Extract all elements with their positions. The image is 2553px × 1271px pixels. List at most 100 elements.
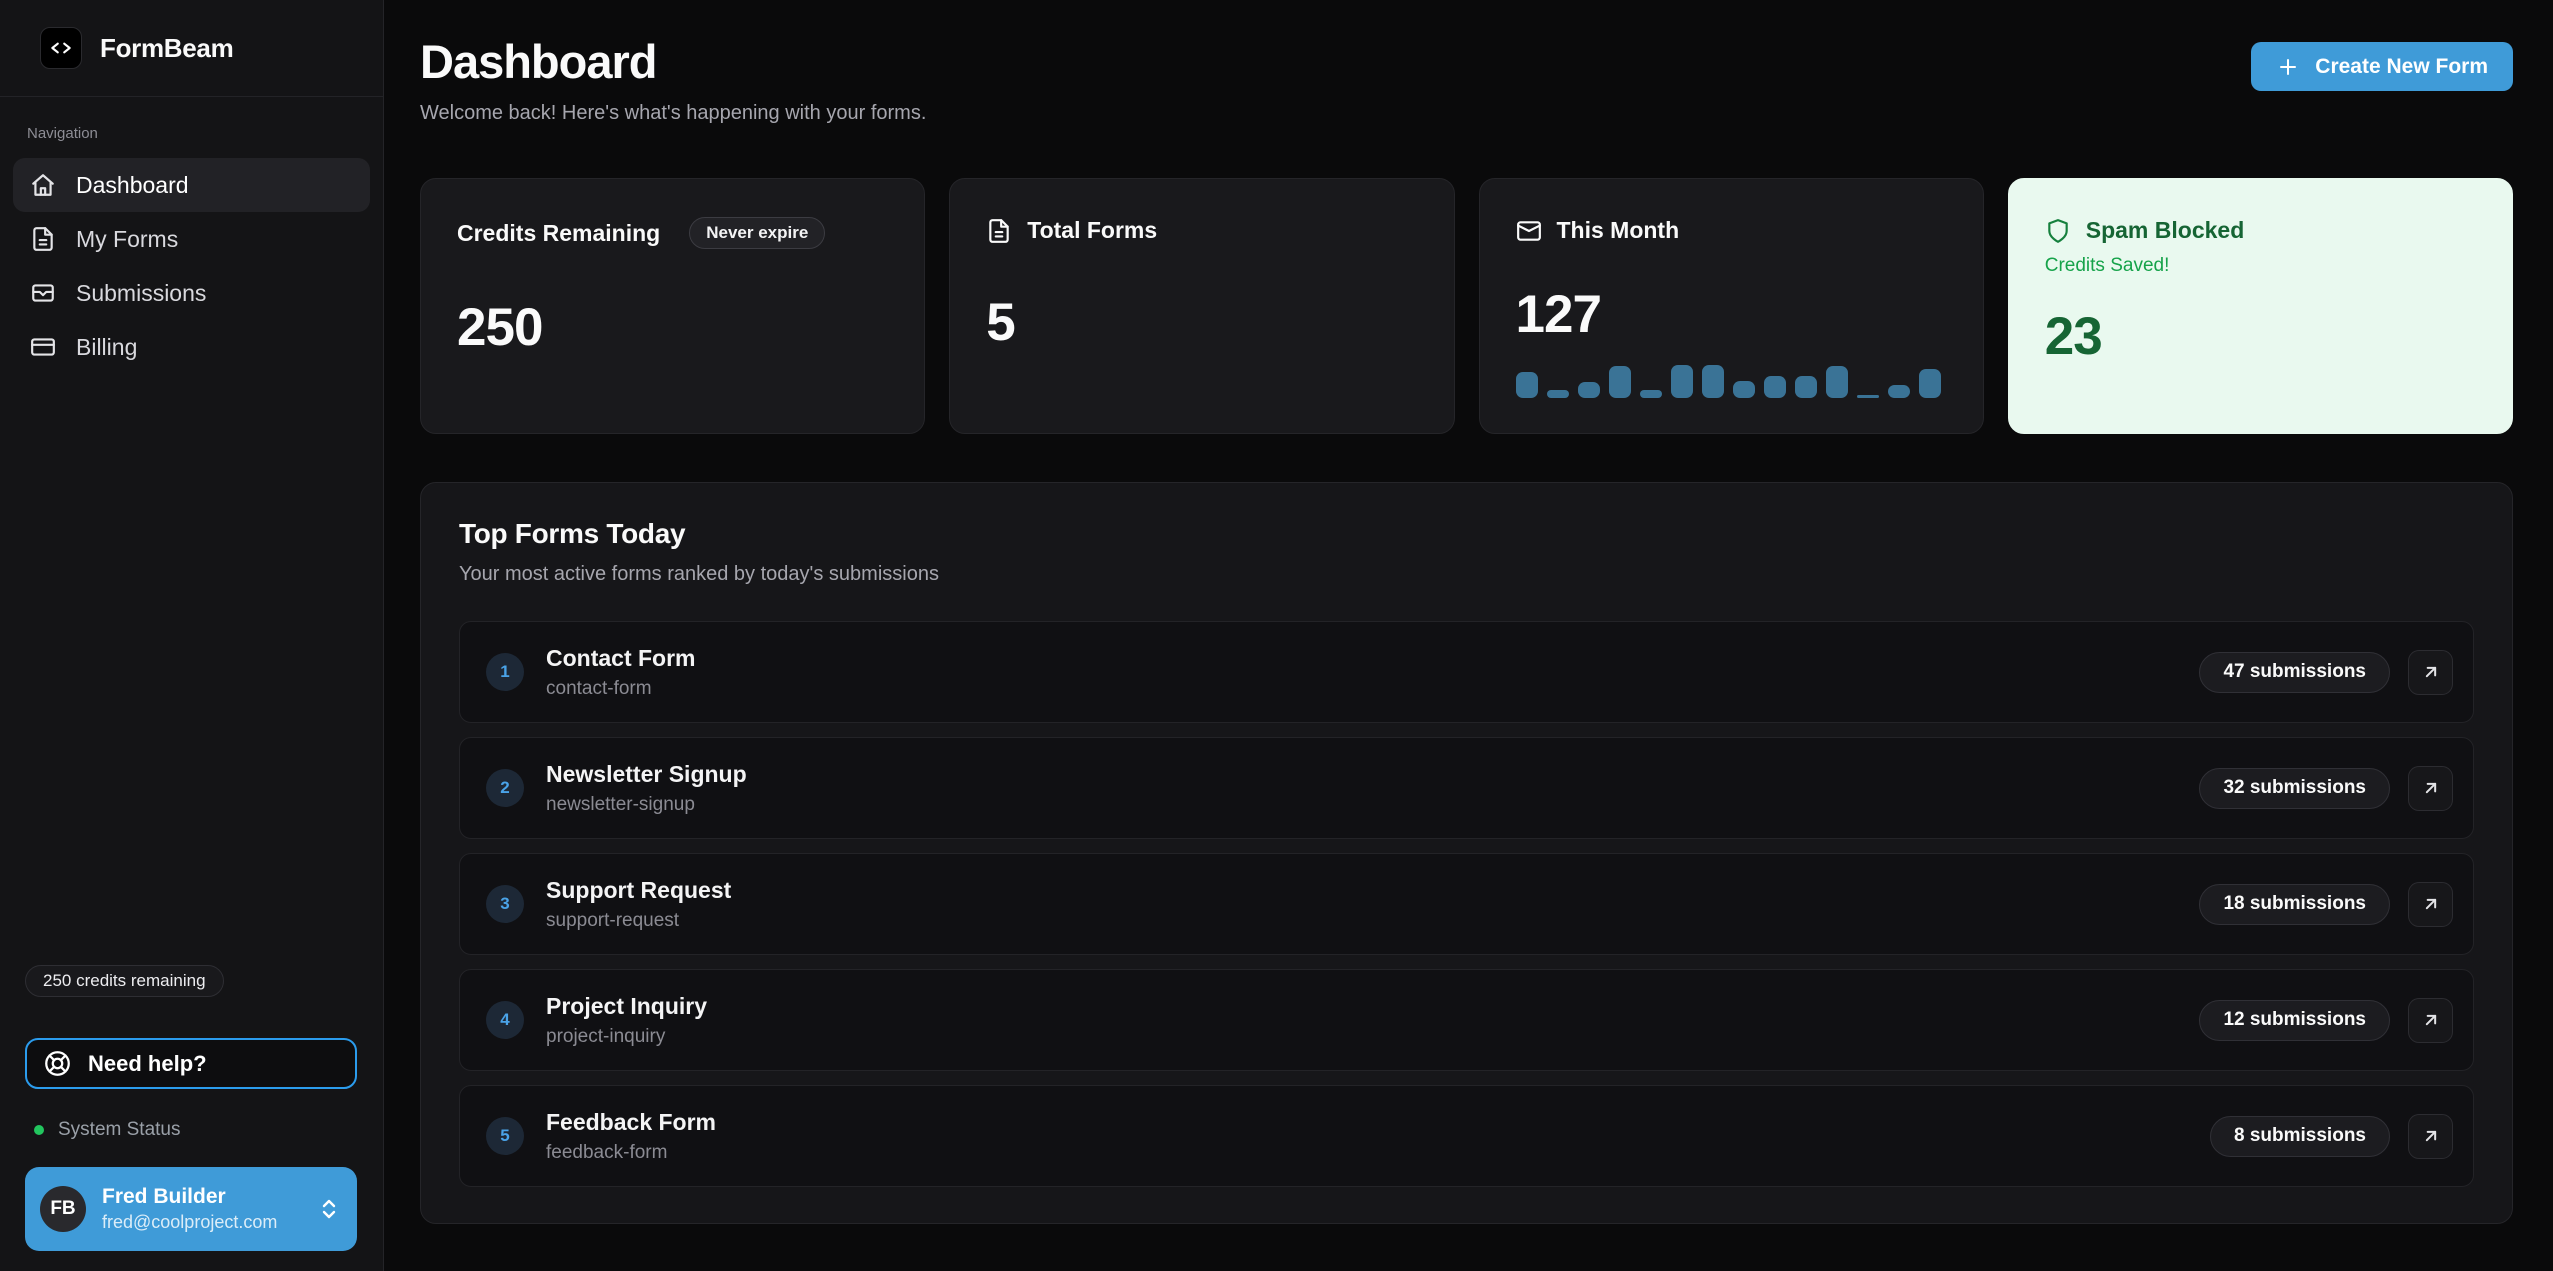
sidebar-nav: Navigation Dashboard My Forms Submission…	[0, 97, 383, 374]
form-slug: project-inquiry	[546, 1025, 666, 1047]
sidebar-item-dashboard[interactable]: Dashboard	[13, 158, 370, 212]
form-row-text: Contact Form contact-form	[546, 645, 696, 700]
form-row-contact-form: 1 Contact Form contact-form 47 submissio…	[459, 621, 2474, 723]
form-row-newsletter-signup: 2 Newsletter Signup newsletter-signup 32…	[459, 737, 2474, 839]
stat-card-this-month: This Month 127	[1478, 178, 1984, 434]
page-header: Dashboard Welcome back! Here's what's ha…	[420, 34, 2513, 125]
submissions-count-badge: 18 submissions	[2199, 883, 2390, 925]
card-header: This Month	[1516, 217, 1947, 244]
sidebar-item-submissions[interactable]: Submissions	[13, 266, 370, 320]
sparkline-bar	[1639, 390, 1662, 398]
system-status: System Status	[34, 1119, 357, 1141]
sidebar-item-label: Dashboard	[76, 171, 189, 198]
page-subtitle: Welcome back! Here's what's happening wi…	[420, 102, 927, 124]
stat-card-spam-blocked: Spam Blocked Credits Saved! 23	[2007, 178, 2513, 434]
sidebar-item-label: My Forms	[76, 225, 179, 252]
main-content: Dashboard Welcome back! Here's what's ha…	[384, 0, 2553, 1271]
sparkline-bar	[1608, 366, 1631, 398]
form-name: Contact Form	[546, 644, 696, 671]
rank-badge: 2	[486, 769, 524, 807]
form-row-info: 2 Newsletter Signup newsletter-signup	[486, 761, 747, 816]
page-title: Dashboard	[420, 35, 658, 88]
sidebar-item-my-forms[interactable]: My Forms	[13, 212, 370, 266]
arrow-up-right-icon	[2425, 898, 2436, 910]
card-label: This Month	[1556, 217, 1680, 243]
stat-cards: Credits Remaining Never expire 250 Total…	[420, 178, 2513, 434]
create-new-form-button[interactable]: Create New Form	[2251, 42, 2513, 91]
sidebar-item-label: Billing	[76, 333, 138, 360]
credits-remaining-badge: 250 credits remaining	[25, 965, 224, 997]
form-row-info: 3 Support Request support-request	[486, 877, 731, 932]
status-dot-icon	[34, 1125, 44, 1135]
shield-icon	[2045, 218, 2071, 244]
file-text-icon	[30, 226, 56, 252]
form-row-feedback-form: 5 Feedback Form feedback-form 8 submissi…	[459, 1085, 2474, 1187]
form-row-actions: 12 submissions	[2199, 997, 2453, 1043]
sparkline-bar	[1701, 365, 1724, 398]
submissions-count-badge: 47 submissions	[2199, 651, 2390, 693]
sparkline-bar	[1918, 369, 1941, 398]
open-form-button[interactable]	[2408, 881, 2453, 927]
card-header: Spam Blocked	[2045, 217, 2476, 244]
credits-remaining-value: 250	[457, 298, 543, 357]
life-buoy-icon	[44, 1050, 71, 1077]
top-forms-section: Top Forms Today Your most active forms r…	[420, 482, 2513, 1224]
card-label: Credits Remaining	[457, 219, 661, 246]
form-row-info: 5 Feedback Form feedback-form	[486, 1109, 716, 1164]
form-slug: contact-form	[546, 677, 652, 699]
top-forms-subtitle: Your most active forms ranked by today's…	[459, 563, 939, 585]
form-name: Feedback Form	[546, 1108, 716, 1135]
spam-blocked-value: 23	[2044, 307, 2103, 366]
stat-card-total-forms: Total Forms 5	[949, 178, 1455, 434]
form-row-actions: 47 submissions	[2199, 649, 2453, 695]
sidebar-item-billing[interactable]: Billing	[13, 320, 370, 374]
rank-badge: 5	[486, 1117, 524, 1155]
arrow-up-right-icon	[2425, 1014, 2436, 1026]
arrow-up-right-icon	[2425, 666, 2436, 678]
file-text-icon	[986, 218, 1012, 244]
rank-badge: 3	[486, 885, 524, 923]
sparkline-bar	[1515, 372, 1538, 398]
form-row-project-inquiry: 4 Project Inquiry project-inquiry 12 sub…	[459, 969, 2474, 1071]
top-forms-title: Top Forms Today	[459, 518, 686, 549]
sparkline-bar	[1546, 390, 1569, 398]
open-form-button[interactable]	[2408, 649, 2453, 695]
submissions-count-badge: 12 submissions	[2199, 999, 2390, 1041]
open-form-button[interactable]	[2408, 997, 2453, 1043]
form-row-text: Newsletter Signup newsletter-signup	[546, 761, 747, 816]
rank-badge: 1	[486, 653, 524, 691]
sparkline-bar	[1794, 376, 1817, 398]
form-row-info: 1 Contact Form contact-form	[486, 645, 696, 700]
form-row-text: Support Request support-request	[546, 877, 731, 932]
form-name: Newsletter Signup	[546, 760, 747, 787]
open-form-button[interactable]	[2408, 1113, 2453, 1159]
form-row-info: 4 Project Inquiry project-inquiry	[486, 993, 707, 1048]
page-header-text: Dashboard Welcome back! Here's what's ha…	[420, 34, 926, 125]
open-form-button[interactable]	[2408, 765, 2453, 811]
arrow-up-right-icon	[2425, 1130, 2436, 1142]
sparkline-bar	[1670, 365, 1693, 398]
sparkline-bar	[1577, 382, 1600, 398]
need-help-label: Need help?	[88, 1050, 207, 1076]
credits-saved-label: Credits Saved!	[2044, 255, 2170, 276]
plus-icon	[2276, 55, 2300, 79]
sparkline-bar	[1856, 395, 1879, 398]
form-row-text: Feedback Form feedback-form	[546, 1109, 716, 1164]
need-help-button[interactable]: Need help?	[25, 1038, 357, 1089]
avatar: FB	[40, 1186, 86, 1232]
submissions-count-badge: 32 submissions	[2199, 767, 2390, 809]
user-menu[interactable]: FB Fred Builder fred@coolproject.com	[25, 1167, 357, 1251]
mail-icon	[1516, 218, 1542, 244]
never-expire-badge: Never expire	[689, 217, 826, 249]
submissions-count-badge: 8 submissions	[2210, 1115, 2390, 1157]
sparkline-bar	[1732, 381, 1755, 398]
system-status-label: System Status	[58, 1119, 181, 1140]
form-row-actions: 18 submissions	[2199, 881, 2453, 927]
sidebar-bottom: 250 credits remaining Need help? System …	[0, 965, 383, 1271]
arrow-up-right-icon	[2425, 782, 2436, 794]
rank-badge: 4	[486, 1001, 524, 1039]
this-month-value: 127	[1515, 285, 1602, 344]
brand-link[interactable]: FormBeam	[0, 0, 383, 97]
user-meta: Fred Builder fred@coolproject.com	[102, 1185, 301, 1233]
